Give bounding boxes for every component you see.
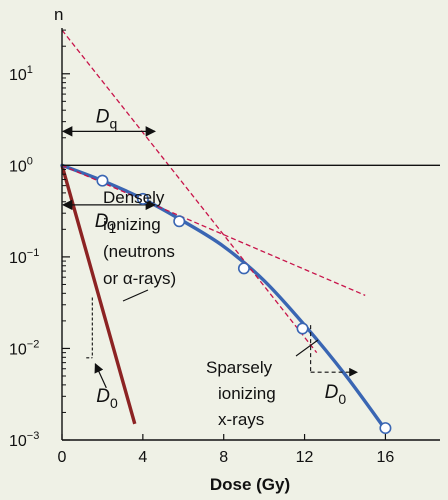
y-tick-label-0: 101 <box>9 64 33 84</box>
x-axis-label: Dose (Gy) <box>210 475 290 494</box>
y-tick-label-base-2: 10 <box>9 250 27 267</box>
x-tick-label-4: 4 <box>138 449 147 466</box>
y-tick-label-1: 100 <box>9 155 33 175</box>
x-tick-label-0: 0 <box>58 449 67 466</box>
d0-dense-label-sub: 0 <box>110 395 118 411</box>
y-tick-label-exponent-3: −2 <box>27 338 40 350</box>
sparsely-label-leader <box>295 339 319 357</box>
data-point-4 <box>296 322 309 335</box>
densely-ionizing-label-line-2: ionizing <box>103 215 161 234</box>
sparsely-ionizing-label-line-2: ionizing <box>218 384 276 403</box>
d0-dense-pointer <box>94 362 107 389</box>
d0-dense-label: D0 <box>96 386 118 411</box>
dq-label-sub: q <box>109 115 117 131</box>
densely-label-leader <box>122 289 149 302</box>
densely-ionizing-label: Densely ionizing (neutrons or α-rays) <box>103 188 180 288</box>
extrapolation-line-3 <box>61 29 318 354</box>
d0-sparse-label: D0 <box>325 382 347 407</box>
data-point-1 <box>136 192 149 205</box>
x-tick-label-8: 8 <box>219 449 228 466</box>
y-axis-label: n <box>54 5 63 24</box>
text-labels: Densely ionizing (neutrons or α-rays) Sp… <box>103 188 280 429</box>
data-point-2 <box>173 215 186 228</box>
y-tick-label-exponent-1: 0 <box>27 155 33 167</box>
data-point-0 <box>96 174 109 187</box>
y-tick-label-base-1: 10 <box>9 158 27 175</box>
d0-dense-label-main: D <box>96 386 110 407</box>
sparsely-ionizing-label-line-1: Sparsely <box>206 358 273 377</box>
d0-sparse-label-main: D <box>325 382 339 403</box>
y-tick-label-base-4: 10 <box>9 433 27 450</box>
densely-ionizing-label-line-3: (neutrons <box>103 242 175 261</box>
sparsely-ionizing-curve <box>60 163 388 432</box>
y-tick-label-exponent-0: 1 <box>27 64 33 76</box>
y-tick-label-4: 10−3 <box>9 430 39 450</box>
d1-label-sub: 1 <box>108 220 116 236</box>
dq-label: Dq <box>96 106 118 131</box>
y-tick-label-2: 10−1 <box>9 247 39 267</box>
y-tick-label-3: 10−2 <box>9 338 39 358</box>
x-tick-label-16: 16 <box>377 449 395 466</box>
sparsely-ionizing-label: Sparsely ionizing x-rays <box>206 358 280 429</box>
data-point-5 <box>379 422 392 435</box>
densely-ionizing-label-line-1: Densely <box>103 188 165 207</box>
y-tick-label-base-3: 10 <box>9 341 27 358</box>
y-tick-label-base-0: 10 <box>9 67 27 84</box>
y-tick-label-exponent-4: −3 <box>27 430 40 442</box>
d0-sparse-label-sub: 0 <box>338 391 346 407</box>
marker-layer <box>96 174 392 435</box>
d1-label: D1 <box>95 211 117 236</box>
x-tick-label-12: 12 <box>296 449 314 466</box>
y-tick-label-exponent-2: −1 <box>27 247 40 259</box>
dq-label-main: D <box>96 106 110 127</box>
sparsely-ionizing-label-line-3: x-rays <box>218 410 264 429</box>
d1-label-main: D <box>95 211 109 232</box>
extrapolation-line-4 <box>61 164 366 296</box>
densely-ionizing-label-line-4: or α-rays) <box>103 269 176 288</box>
data-point-3 <box>237 262 250 275</box>
